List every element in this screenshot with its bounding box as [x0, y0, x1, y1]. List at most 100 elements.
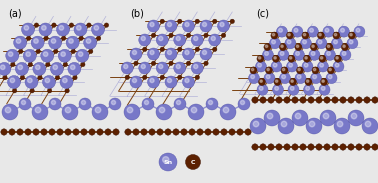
Circle shape — [95, 107, 101, 113]
Circle shape — [292, 110, 308, 126]
Circle shape — [320, 110, 336, 126]
Circle shape — [104, 23, 108, 27]
Circle shape — [142, 98, 154, 110]
Circle shape — [302, 32, 309, 39]
Circle shape — [74, 23, 87, 36]
Circle shape — [38, 75, 42, 80]
Circle shape — [36, 49, 40, 54]
Circle shape — [271, 61, 282, 72]
Circle shape — [287, 40, 291, 44]
Circle shape — [53, 65, 57, 70]
Circle shape — [68, 62, 81, 75]
Circle shape — [79, 36, 83, 40]
Circle shape — [318, 40, 322, 44]
Circle shape — [320, 63, 324, 67]
Circle shape — [59, 26, 64, 30]
Circle shape — [159, 153, 177, 171]
Circle shape — [289, 63, 293, 67]
Circle shape — [113, 129, 119, 135]
Circle shape — [165, 129, 171, 135]
Circle shape — [292, 97, 298, 103]
Circle shape — [309, 49, 320, 60]
Circle shape — [306, 86, 310, 90]
Circle shape — [356, 97, 362, 103]
Circle shape — [258, 57, 261, 59]
Circle shape — [165, 20, 177, 32]
Circle shape — [112, 100, 116, 105]
Circle shape — [264, 73, 275, 84]
Circle shape — [265, 67, 273, 74]
Circle shape — [364, 144, 370, 150]
Circle shape — [309, 121, 315, 127]
Circle shape — [54, 49, 58, 54]
Circle shape — [151, 33, 156, 38]
Circle shape — [334, 118, 350, 134]
Circle shape — [278, 118, 294, 134]
Circle shape — [285, 38, 296, 49]
Text: (c): (c) — [256, 8, 269, 18]
Circle shape — [274, 57, 276, 59]
Circle shape — [259, 86, 263, 90]
Circle shape — [178, 47, 182, 52]
Circle shape — [340, 144, 346, 150]
Circle shape — [177, 100, 181, 105]
Circle shape — [341, 28, 344, 32]
Circle shape — [202, 50, 207, 55]
Circle shape — [12, 89, 17, 93]
Circle shape — [167, 22, 172, 27]
Circle shape — [213, 129, 219, 135]
Circle shape — [348, 110, 364, 126]
Circle shape — [238, 98, 250, 110]
Circle shape — [271, 32, 278, 39]
Circle shape — [292, 144, 298, 150]
Circle shape — [105, 129, 111, 135]
Circle shape — [43, 52, 48, 56]
Text: (a): (a) — [8, 8, 22, 18]
Circle shape — [208, 100, 212, 105]
Circle shape — [32, 104, 48, 120]
Circle shape — [92, 104, 108, 120]
Circle shape — [178, 75, 182, 80]
Circle shape — [248, 73, 259, 84]
Circle shape — [318, 61, 328, 72]
Circle shape — [319, 33, 321, 36]
Circle shape — [279, 73, 290, 84]
Circle shape — [191, 107, 197, 113]
Circle shape — [174, 34, 186, 46]
Circle shape — [260, 97, 266, 103]
Circle shape — [202, 22, 207, 27]
Circle shape — [169, 61, 173, 66]
Circle shape — [251, 68, 254, 71]
Circle shape — [18, 65, 23, 70]
Circle shape — [8, 76, 20, 89]
Circle shape — [206, 98, 218, 110]
Circle shape — [288, 33, 290, 36]
Circle shape — [362, 118, 378, 134]
Circle shape — [326, 73, 337, 84]
Circle shape — [318, 32, 324, 39]
Circle shape — [205, 129, 211, 135]
Circle shape — [272, 40, 276, 44]
Circle shape — [336, 57, 338, 59]
Circle shape — [313, 68, 316, 71]
Circle shape — [23, 49, 36, 62]
Circle shape — [58, 49, 71, 62]
Circle shape — [63, 62, 68, 67]
Circle shape — [194, 64, 198, 69]
Circle shape — [81, 62, 85, 67]
Circle shape — [274, 79, 281, 85]
Circle shape — [77, 26, 81, 30]
Text: Sn: Sn — [163, 160, 173, 165]
Circle shape — [258, 63, 262, 67]
Circle shape — [174, 62, 186, 74]
Circle shape — [139, 34, 151, 46]
Circle shape — [65, 129, 71, 135]
Circle shape — [31, 36, 44, 49]
Circle shape — [329, 68, 332, 71]
Circle shape — [159, 64, 163, 69]
Circle shape — [178, 19, 182, 24]
Circle shape — [287, 61, 297, 72]
Circle shape — [304, 55, 310, 62]
Circle shape — [332, 97, 338, 103]
Circle shape — [287, 32, 293, 39]
